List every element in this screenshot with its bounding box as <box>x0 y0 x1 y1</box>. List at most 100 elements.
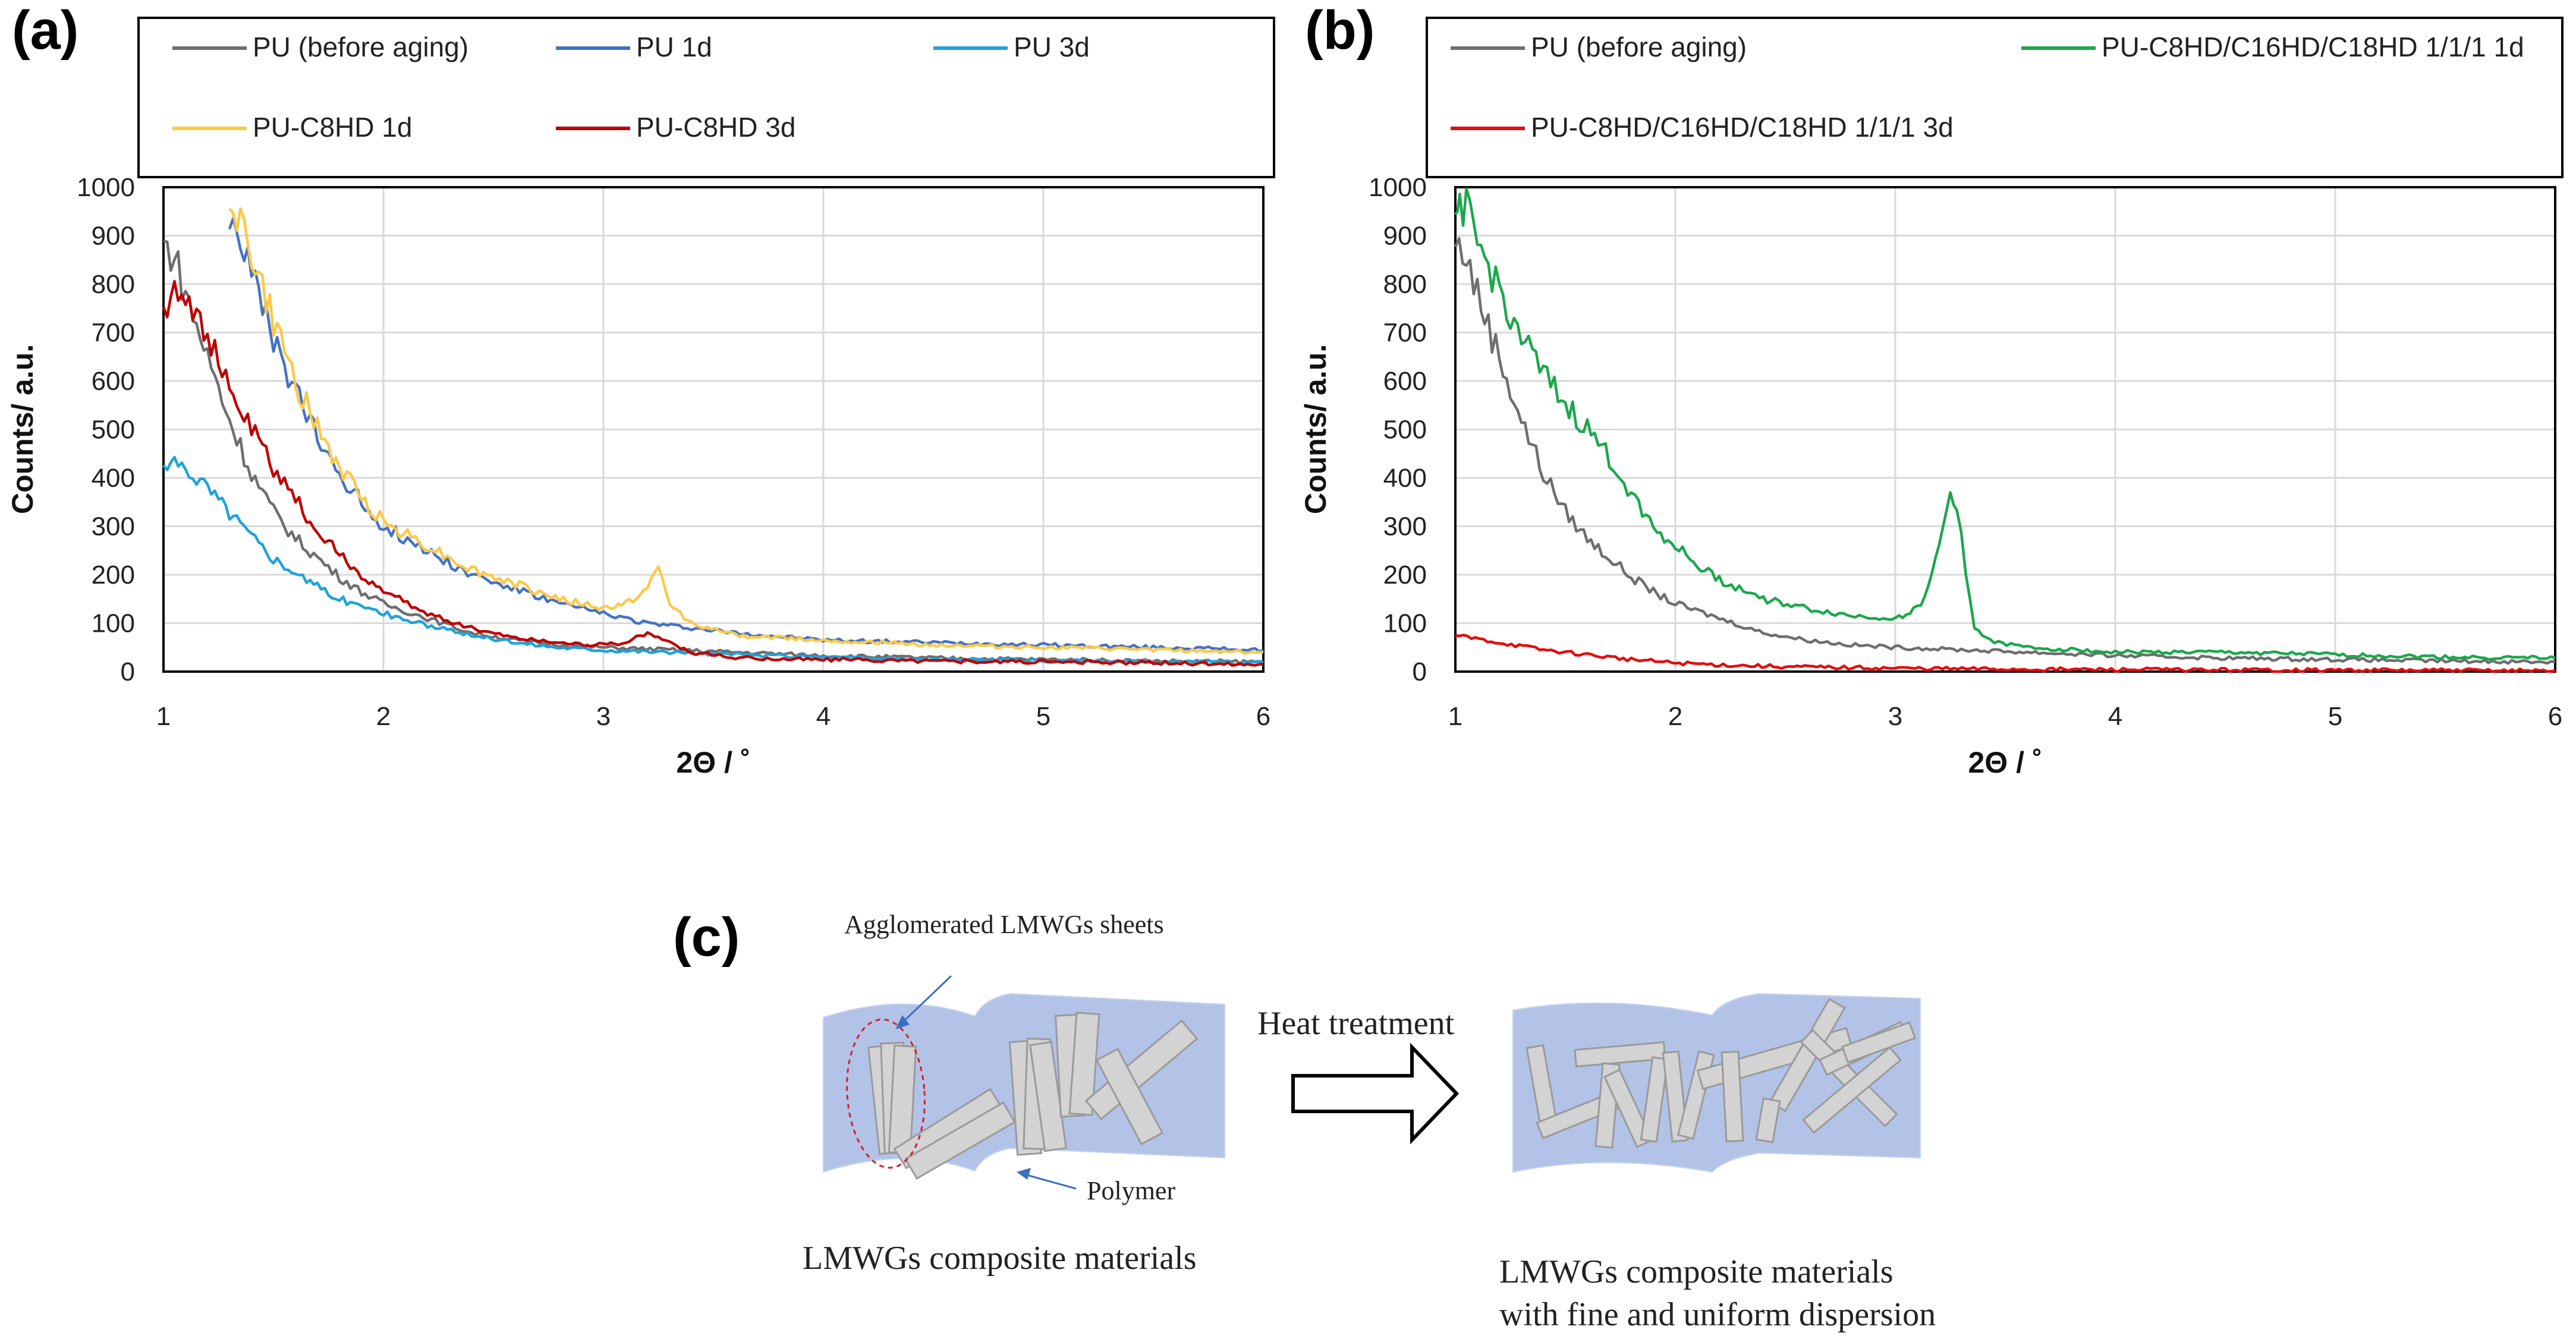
x-tick-label: 3 <box>596 702 611 731</box>
legend-b: PU (before aging) PU-C8HD/C16HD/C18HD 1/1… <box>1451 31 2524 143</box>
agglomerated-label: Agglomerated LMWGs sheets <box>844 910 1164 939</box>
legend-box-b <box>1426 17 2564 178</box>
heat-treatment-label: Heat treatment <box>1257 1005 1455 1042</box>
x-tick-label: 4 <box>2108 702 2122 731</box>
series-line-b-2 <box>1455 634 2556 673</box>
series-line-a-4 <box>162 280 1264 667</box>
legend-label: PU-C8HD/C16HD/C18HD 1/1/1 1d <box>2102 31 2524 62</box>
y-tick-label: 0 <box>1413 657 1427 686</box>
legend-label: PU-C8HD/C16HD/C18HD 1/1/1 3d <box>1531 112 1954 143</box>
agglomerate-highlight <box>846 1018 926 1169</box>
y-tick-label: 100 <box>92 609 135 638</box>
y-tick-label: 800 <box>1383 270 1427 299</box>
lmwg-sheet <box>1603 1069 1654 1148</box>
series-group-a <box>162 207 1264 667</box>
y-tick-label: 500 <box>1383 415 1427 445</box>
heat-treatment-arrow <box>1291 1042 1460 1145</box>
lmwg-sheet <box>1640 1056 1669 1143</box>
series-line-a-2 <box>162 455 1264 666</box>
legend-label: PU-C8HD 3d <box>636 112 795 143</box>
right-caption-line2: with fine and uniform dispersion <box>1499 1296 1936 1333</box>
polymer-pointer-line <box>1022 1173 1077 1190</box>
legend-label: PU 3d <box>1014 31 1090 62</box>
y-axis-title-b: Counts/ a.u. <box>1299 344 1332 514</box>
panel-label-b: (b) <box>1305 0 1375 61</box>
x-tick-label: 1 <box>1448 702 1462 731</box>
y-tick-label: 1000 <box>77 173 135 202</box>
lmwg-sheet <box>1574 1041 1666 1068</box>
lmwg-sheet <box>1095 1047 1164 1146</box>
panel-label-a: (a) <box>12 0 78 61</box>
x-tick-label: 3 <box>1888 702 1902 731</box>
agglomerate-arrowhead <box>895 1015 910 1029</box>
y-tick-label: 700 <box>92 319 135 348</box>
x-tick-label: 1 <box>156 702 171 731</box>
x-tick-label: 6 <box>1256 702 1270 731</box>
polymer-label: Polymer <box>1087 1176 1175 1205</box>
legend-label: PU (before aging) <box>1531 31 1747 62</box>
grid-a <box>162 186 1265 673</box>
y-tick-label: 900 <box>1383 222 1427 251</box>
lmwg-sheet <box>1802 1046 1902 1134</box>
x-tick-label: 4 <box>816 702 831 731</box>
y-axis-title-a: Counts/ a.u. <box>6 344 39 514</box>
right-caption-line1: LMWGs composite materials <box>1499 1253 1894 1290</box>
legend-label: PU 1d <box>636 31 712 62</box>
legend-label: PU (before aging) <box>253 31 468 62</box>
lmwg-sheet <box>1755 1097 1781 1143</box>
legend-box-a <box>137 17 1275 178</box>
x-axis-title-a: 2Θ / ˚ <box>676 746 750 779</box>
plot-area-a <box>162 186 1265 673</box>
lmwg-sheet <box>904 1101 1016 1180</box>
plot-area-b <box>1454 186 2556 673</box>
y-tick-label: 500 <box>92 415 135 445</box>
polymer-arrowhead <box>1017 1168 1031 1180</box>
x-tick-labels-b: 1 2 3 4 5 6 <box>1448 702 2562 731</box>
x-axis-title-b: 2Θ / ˚ <box>1968 746 2042 779</box>
lmwg-sheet <box>1841 1021 1917 1064</box>
y-tick-label: 300 <box>1383 512 1427 541</box>
grid-b <box>1454 186 2556 673</box>
y-tick-label: 400 <box>1383 464 1427 493</box>
lmwg-sheet <box>1721 1050 1744 1143</box>
x-tick-labels-a: 1 2 3 4 5 6 <box>156 702 1270 731</box>
y-tick-label: 700 <box>1383 319 1427 348</box>
legend-a: PU (before aging) PU 1d PU 3d PU-C8HD 1d PU-… <box>172 31 1090 143</box>
y-tick-label: 600 <box>92 367 135 396</box>
y-tick-label: 0 <box>121 657 135 686</box>
left-caption: LMWGs composite materials <box>803 1240 1197 1277</box>
lmwg-sheet <box>1028 1041 1068 1152</box>
chart-panel-b: (b) PU (before aging) PU-C8HD/C16HD/C18HD… <box>1299 0 2564 779</box>
x-tick-label: 5 <box>2328 702 2342 731</box>
lmwg-sheet <box>1800 1029 1898 1127</box>
series-line-b-0 <box>1454 237 2556 665</box>
y-tick-label: 100 <box>1383 609 1427 638</box>
series-line-a-3 <box>228 207 1264 655</box>
lmwg-sheets-agglomerated <box>867 1012 1199 1180</box>
y-tick-labels-a: 0 100 200 300 400 500 600 700 800 900 1000 <box>77 173 135 686</box>
lmwg-sheet <box>1084 1019 1199 1120</box>
agglomerate-pointer-line <box>897 975 952 1028</box>
series-line-b-1 <box>1454 187 2556 661</box>
y-tick-label: 400 <box>92 464 135 493</box>
x-tick-label: 5 <box>1036 702 1050 731</box>
y-tick-label: 800 <box>92 270 135 299</box>
y-tick-label: 200 <box>1383 560 1427 590</box>
lmwg-sheets-dispersed <box>1526 997 1917 1149</box>
lmwg-sheet <box>1068 1012 1100 1116</box>
x-tick-label: 6 <box>2548 702 2562 731</box>
chart-panel-a: (a) PU (before aging) PU 1d PU 3d PU-C8HD 1… <box>6 0 1275 779</box>
x-tick-label: 2 <box>1668 702 1682 731</box>
y-tick-label: 1000 <box>1369 173 1427 202</box>
schematic-panel-c: (c) Agglomerated LMWGs sheets Polymer LM… <box>673 907 1936 1333</box>
legend-label: PU-C8HD 1d <box>253 112 412 143</box>
series-group-b <box>1454 187 2556 673</box>
panel-label-c: (c) <box>673 907 740 968</box>
y-tick-label: 200 <box>92 560 135 590</box>
y-tick-label: 900 <box>92 222 135 251</box>
y-tick-labels-b: 0 100 200 300 400 500 600 700 800 900 1000 <box>1369 173 1427 686</box>
x-tick-label: 2 <box>376 702 391 731</box>
y-tick-label: 300 <box>92 512 135 541</box>
y-tick-label: 600 <box>1383 367 1427 396</box>
